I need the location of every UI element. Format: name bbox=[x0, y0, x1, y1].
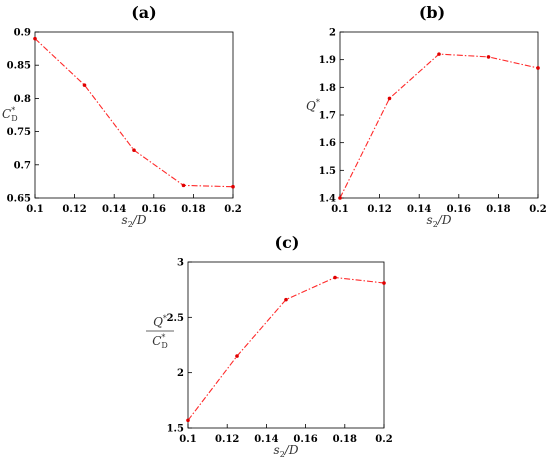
panel-b-y-tick-label: 1.5 bbox=[319, 166, 336, 177]
panel-c-y-numerator: Q* bbox=[153, 314, 167, 329]
panel-c-x-tick-label: 0.14 bbox=[254, 434, 278, 445]
panel-b-y-tick-label: 1.4 bbox=[319, 194, 336, 205]
panel-a-data-point bbox=[231, 184, 235, 189]
panel-a-frame bbox=[34, 31, 234, 199]
panel-b-y-tick-label: 1.6 bbox=[319, 138, 336, 149]
panel-a-y-tick-label: 0.8 bbox=[14, 94, 31, 105]
panel-b-y-tick-label: 1.8 bbox=[319, 83, 336, 94]
panel-c-x-tick-label: 0.1 bbox=[179, 434, 196, 445]
panel-c-data-point bbox=[382, 281, 386, 285]
panel-c-data-point bbox=[235, 354, 239, 358]
panel-c-x-tick-label: 0.16 bbox=[293, 434, 317, 445]
panel-b-data-point bbox=[486, 55, 491, 59]
panel-a-x-tick-label: 0.16 bbox=[142, 204, 166, 215]
panel-a-data-point bbox=[181, 183, 186, 188]
panel-b-series bbox=[338, 52, 540, 200]
panel-b-y-tick-label: 1.9 bbox=[319, 55, 336, 66]
panel-b-x-tick-label: 0.1 bbox=[331, 204, 348, 215]
panel-b-x-ticks: 0.1 0.12 0.14 0.16 0.18 0.2 bbox=[331, 194, 547, 215]
panel-a-y-tick-label: 0.9 bbox=[14, 28, 31, 39]
panel-a-data-point bbox=[33, 36, 37, 41]
panel-b-x-axis-label: s2/D bbox=[427, 213, 452, 229]
panel-b-data-point bbox=[338, 196, 342, 200]
panel-b-y-axis-label: Q* bbox=[306, 98, 320, 113]
panel-a-x-tick-label: 0.14 bbox=[102, 204, 126, 215]
panel-a-x-tick-label: 0.18 bbox=[181, 204, 205, 215]
panel-c-frame bbox=[187, 261, 385, 429]
panel-a-x-tick-label: 0.1 bbox=[26, 204, 43, 215]
panel-c-y-tick-label: 2 bbox=[177, 368, 184, 379]
panel-b-series-line bbox=[339, 53, 539, 199]
panel-c-data-point bbox=[284, 297, 288, 302]
panel-b-x-tick-label: 0.18 bbox=[486, 204, 510, 215]
panel-a-y-tick-label: 0.7 bbox=[14, 160, 31, 171]
panel-a-x-tick-label: 0.2 bbox=[224, 204, 241, 215]
panel-c-x-tick-label: 0.18 bbox=[333, 434, 357, 445]
panel-b-y-tick-label: 2 bbox=[329, 28, 336, 39]
panel-b-label: (b) bbox=[419, 3, 445, 22]
panel-a-data-point bbox=[132, 148, 136, 152]
panel-c-label: (c) bbox=[275, 233, 300, 252]
panel-a-series-line bbox=[34, 38, 234, 188]
panel-c-y-tick-label: 3 bbox=[177, 258, 184, 269]
panel-c-data-point bbox=[186, 418, 190, 423]
panel-c-x-axis-label: s2/D bbox=[274, 443, 299, 459]
panel-a-label: (a) bbox=[131, 3, 157, 22]
panel-b-y-tick-label: 1.7 bbox=[319, 111, 336, 122]
panel-a-y-axis-label: C* D bbox=[2, 106, 18, 123]
panel-a-y-tick-label: 0.75 bbox=[7, 127, 31, 138]
panel-c-y-denominator: C* D bbox=[152, 333, 168, 350]
panel-b: (b) 0.1 0.12 0.14 0.16 0.18 0.2 1.41.51.61.71… bbox=[306, 3, 547, 229]
panel-c-x-ticks: 0.1 0.12 0.14 0.16 0.18 0.2 bbox=[179, 424, 393, 445]
panel-c-series bbox=[186, 275, 386, 423]
panel-c-x-tick-label: 0.12 bbox=[215, 434, 239, 445]
panel-c-y-ticks: 1.5 2 2.5 3 bbox=[167, 258, 192, 435]
panel-a-data-point bbox=[82, 83, 87, 87]
panel-a: (a) 0.1 0.12 0.14 0.16 0.18 0.2 0.650.70.750.… bbox=[2, 3, 242, 229]
panel-b-x-tick-label: 0.2 bbox=[529, 204, 546, 215]
panel-c: (c) 0.1 0.12 0.14 0.16 0.18 0.2 1.5 2 2.5 3 s2/D… bbox=[146, 233, 393, 459]
panel-a-y-tick-label: 0.85 bbox=[7, 61, 31, 72]
panel-c-y-tick-label: 2.5 bbox=[167, 313, 184, 324]
panel-b-data-point bbox=[387, 96, 392, 101]
panel-a-y-ticks: 0.65 0.7 0.75 0.8 0.85 0.9 bbox=[7, 28, 39, 205]
panel-a-x-tick-label: 0.12 bbox=[62, 204, 86, 215]
panel-b-data-point bbox=[536, 66, 540, 70]
panel-c-data-point bbox=[333, 275, 337, 280]
panel-b-frame bbox=[339, 31, 539, 199]
panel-a-series bbox=[33, 36, 235, 189]
panel-b-x-tick-label: 0.16 bbox=[447, 204, 471, 215]
panel-a-x-ticks: 0.1 0.12 0.14 0.16 0.18 0.2 bbox=[26, 194, 242, 215]
panel-b-x-tick-label: 0.12 bbox=[367, 204, 391, 215]
panel-c-y-axis-label: Q* C* D bbox=[146, 314, 174, 350]
panel-b-x-tick-label: 0.14 bbox=[407, 204, 431, 215]
panel-c-x-tick-label: 0.2 bbox=[375, 434, 392, 445]
panel-a-x-axis-label: s2/D bbox=[122, 213, 147, 229]
panel-a-y-tick-label: 0.65 bbox=[7, 194, 31, 205]
panel-b-data-point bbox=[437, 52, 441, 56]
panel-c-y-tick-label: 1.5 bbox=[167, 424, 184, 435]
panel-b-y-ticks: 1.4 1.5 1.6 1.7 1.8 1.9 2 bbox=[319, 28, 344, 205]
